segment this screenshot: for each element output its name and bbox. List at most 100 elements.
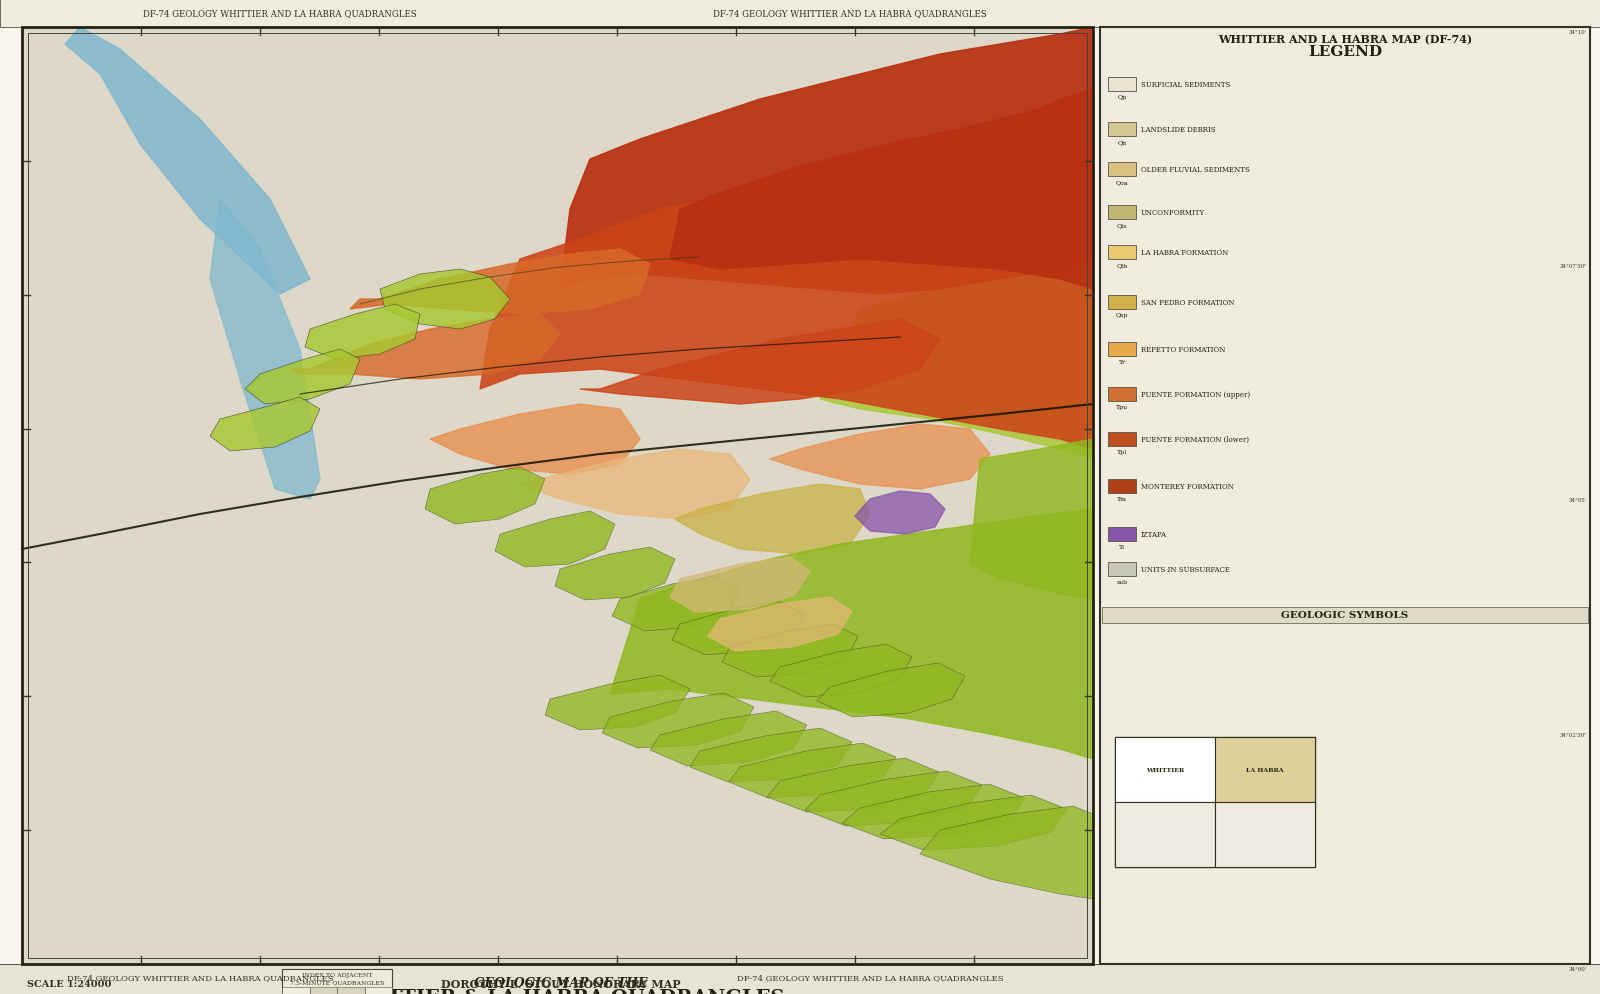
Bar — [309, 987, 338, 994]
Text: 34°02'30": 34°02'30" — [1560, 732, 1587, 737]
Polygon shape — [818, 663, 965, 718]
Text: DF-74 GEOLOGY WHITTIER AND LA HABRA QUADRANGLES: DF-74 GEOLOGY WHITTIER AND LA HABRA QUAD… — [714, 10, 987, 19]
Polygon shape — [430, 405, 640, 474]
Polygon shape — [650, 712, 806, 766]
Polygon shape — [210, 200, 320, 500]
Bar — [22, 28, 1093, 964]
Polygon shape — [672, 601, 805, 655]
Polygon shape — [555, 548, 675, 600]
Polygon shape — [520, 449, 750, 520]
Polygon shape — [66, 28, 310, 294]
Text: 34°07'30": 34°07'30" — [1560, 264, 1587, 269]
Text: UNCONFORMITY: UNCONFORMITY — [1141, 209, 1205, 217]
Text: Ti: Ti — [1118, 545, 1125, 550]
Text: DF-74 GEOLOGY WHITTIER AND LA HABRA QUADRANGLES: DF-74 GEOLOGY WHITTIER AND LA HABRA QUAD… — [142, 10, 418, 19]
Text: DF-74 GEOLOGY WHITTIER AND LA HABRA QUADRANGLES: DF-74 GEOLOGY WHITTIER AND LA HABRA QUAD… — [736, 973, 1003, 981]
Polygon shape — [350, 249, 650, 315]
Text: 7.5-MINUTE QUADRANGLES: 7.5-MINUTE QUADRANGLES — [290, 979, 384, 984]
Bar — [1107, 432, 1136, 446]
Polygon shape — [690, 729, 851, 782]
Polygon shape — [494, 512, 614, 568]
Polygon shape — [722, 624, 858, 677]
Text: 34°00': 34°00' — [1570, 966, 1587, 971]
Bar — [1107, 528, 1136, 542]
Text: MONTEREY FORMATION: MONTEREY FORMATION — [1141, 482, 1234, 490]
Bar — [1107, 388, 1136, 402]
Polygon shape — [819, 259, 1093, 459]
Bar — [1107, 206, 1136, 220]
Polygon shape — [880, 795, 1067, 850]
Text: Qlh: Qlh — [1117, 262, 1128, 267]
Bar — [22, 28, 1093, 964]
Bar — [1115, 738, 1315, 867]
Text: REPETTO FORMATION: REPETTO FORMATION — [1141, 346, 1226, 354]
Bar — [1214, 738, 1315, 802]
Bar — [338, 987, 365, 994]
Bar — [1107, 163, 1136, 177]
Polygon shape — [730, 744, 896, 798]
Bar — [0, 964, 1600, 994]
Polygon shape — [842, 784, 1026, 839]
Polygon shape — [546, 675, 690, 731]
Text: IZTAPA: IZTAPA — [1141, 531, 1166, 539]
Text: GEOLOGIC SYMBOLS: GEOLOGIC SYMBOLS — [1282, 611, 1408, 620]
Text: SCALE 1:24000: SCALE 1:24000 — [27, 979, 112, 988]
Polygon shape — [306, 305, 419, 360]
Polygon shape — [560, 28, 1093, 294]
Polygon shape — [426, 467, 546, 525]
Text: Qoa: Qoa — [1115, 180, 1128, 185]
Text: Tr: Tr — [1118, 360, 1125, 365]
Text: PUENTE FORMATION (upper): PUENTE FORMATION (upper) — [1141, 391, 1250, 399]
Polygon shape — [675, 484, 870, 555]
Text: DF-74 GEOLOGY WHITTIER AND LA HABRA QUADRANGLES: DF-74 GEOLOGY WHITTIER AND LA HABRA QUAD… — [67, 973, 333, 981]
Text: LA HABRA FORMATION: LA HABRA FORMATION — [1141, 248, 1229, 256]
Polygon shape — [670, 89, 1093, 289]
Polygon shape — [610, 510, 1093, 759]
Bar — [22, 28, 1093, 964]
Polygon shape — [707, 597, 851, 651]
Polygon shape — [381, 269, 510, 330]
Text: 34°10': 34°10' — [1570, 30, 1587, 35]
Bar — [1107, 563, 1136, 577]
Polygon shape — [766, 758, 939, 812]
Polygon shape — [210, 398, 320, 451]
Text: GEOLOGIC MAP OF THE: GEOLOGIC MAP OF THE — [474, 976, 648, 989]
Polygon shape — [770, 424, 990, 489]
Bar — [1214, 802, 1315, 867]
Bar — [0, 964, 1600, 965]
Polygon shape — [602, 693, 754, 748]
Text: WHITTIER & LA HABRA QUADRANGLES: WHITTIER & LA HABRA QUADRANGLES — [338, 988, 784, 994]
Polygon shape — [290, 315, 560, 380]
Bar — [1101, 28, 1590, 964]
Polygon shape — [970, 439, 1093, 599]
Text: PUENTE FORMATION (lower): PUENTE FORMATION (lower) — [1141, 435, 1250, 443]
Bar — [1107, 479, 1136, 493]
Text: Tpl: Tpl — [1117, 449, 1126, 454]
Text: Qh: Qh — [1117, 140, 1126, 145]
Bar — [1115, 738, 1214, 802]
Text: DOROTHY L. STOUT HONORARY MAP: DOROTHY L. STOUT HONORARY MAP — [442, 978, 682, 989]
Text: INDEX TO ADJACENT: INDEX TO ADJACENT — [302, 972, 373, 977]
Bar — [1115, 802, 1214, 867]
Bar — [1107, 295, 1136, 310]
Text: OLDER FLUVIAL SEDIMENTS: OLDER FLUVIAL SEDIMENTS — [1141, 166, 1250, 174]
Polygon shape — [920, 806, 1093, 900]
Text: SURFICIAL SEDIMENTS: SURFICIAL SEDIMENTS — [1141, 81, 1230, 88]
Text: WHITTIER: WHITTIER — [1146, 767, 1184, 772]
Polygon shape — [854, 491, 946, 535]
Bar — [1102, 607, 1587, 623]
Bar — [0, 0, 1600, 28]
Bar — [1107, 123, 1136, 137]
Bar — [1107, 343, 1136, 357]
Bar — [282, 987, 309, 994]
Text: Tpu: Tpu — [1115, 405, 1128, 410]
Bar — [1107, 246, 1136, 259]
Polygon shape — [770, 644, 912, 698]
Text: 34°05': 34°05' — [1570, 498, 1587, 503]
Polygon shape — [805, 771, 982, 826]
Polygon shape — [611, 577, 739, 631]
Text: LANDSLIDE DEBRIS: LANDSLIDE DEBRIS — [1141, 126, 1216, 134]
Text: Qp: Qp — [1117, 94, 1126, 100]
Polygon shape — [670, 558, 810, 612]
Text: WHITTIER AND LA HABRA MAP (DF-74): WHITTIER AND LA HABRA MAP (DF-74) — [1218, 35, 1472, 46]
